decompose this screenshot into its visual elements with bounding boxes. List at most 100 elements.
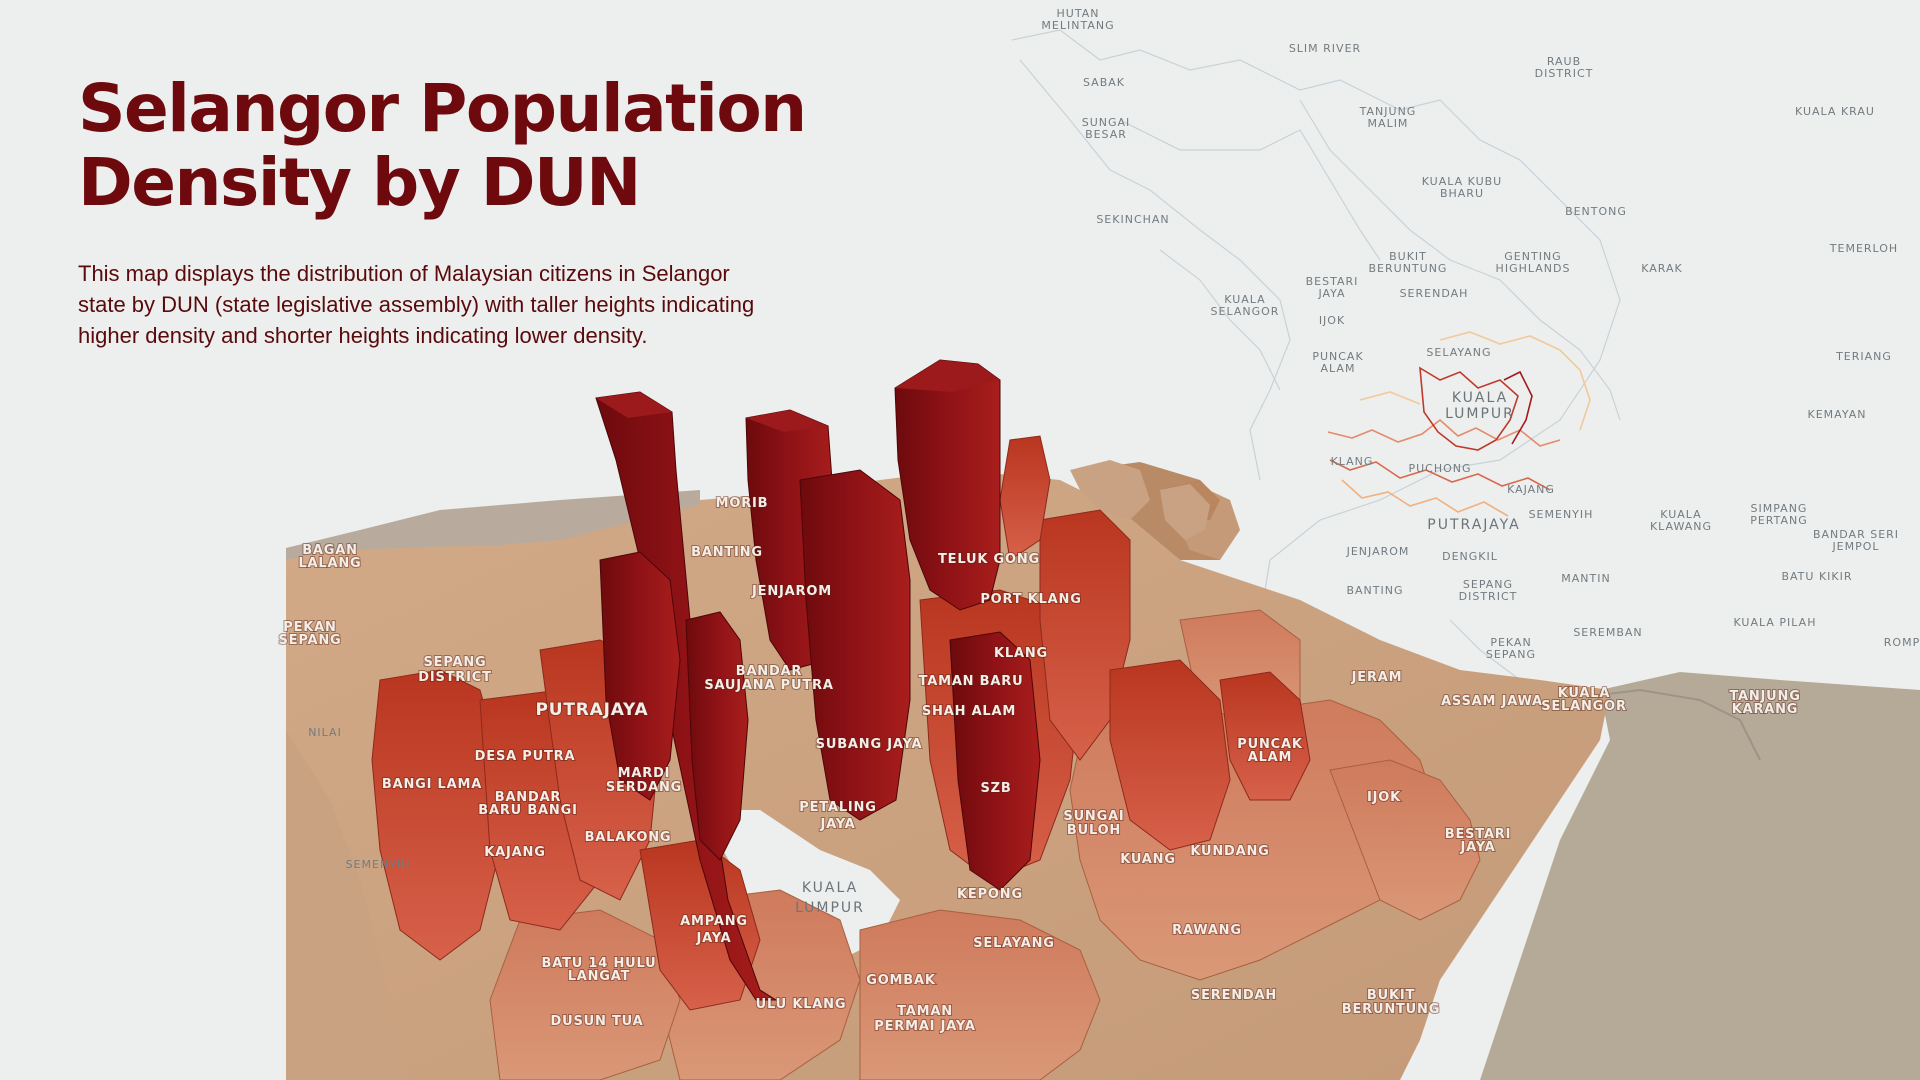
district-label: MARDI [618, 766, 671, 781]
background-place-label: SUNGAI [1082, 116, 1131, 129]
background-place-label: DENGKIL [1442, 550, 1498, 563]
background-city-label: PUTRAJAYA [1427, 517, 1520, 533]
district-label: DUSUN TUA [551, 1014, 644, 1029]
district-label: SERDANG [606, 780, 682, 795]
district-label: MORIB [716, 496, 769, 511]
background-place-label: PUCHONG [1408, 462, 1471, 475]
background-place-label: SEMENYIH [346, 858, 411, 871]
district-label: BALAKONG [585, 830, 672, 845]
background-place-label: BESAR [1085, 128, 1127, 141]
district-label: KUALA [1558, 686, 1610, 701]
background-place-label: KUALA KUBU [1422, 175, 1502, 188]
background-city-label: LUMPUR [795, 900, 865, 916]
background-place-label: KLAWANG [1650, 520, 1712, 533]
district-label: BULOH [1067, 823, 1121, 838]
background-place-label: TERIANG [1835, 350, 1892, 363]
background-place-label: PERTANG [1750, 514, 1808, 527]
district-label: GOMBAK [866, 973, 936, 988]
background-place-label: DISTRICT [1535, 67, 1594, 80]
district-label: DISTRICT [418, 670, 492, 685]
background-place-label: TEMERLOH [1829, 242, 1898, 255]
background-place-label: BATU KIKIR [1781, 570, 1852, 583]
background-place-label: BENTONG [1565, 205, 1627, 218]
district-label: JERAM [1351, 670, 1403, 685]
district-label: RAWANG [1172, 923, 1242, 938]
bar-top-faces [596, 360, 1000, 432]
background-place-label: BANDAR SERI [1813, 528, 1899, 541]
background-place-label: SABAK [1083, 76, 1125, 89]
district-label: BUKIT [1367, 988, 1415, 1003]
background-place-label: ALAM [1321, 362, 1356, 375]
district-label: SZB [980, 781, 1011, 796]
district-label: DESA PUTRA [475, 749, 576, 764]
background-place-label: BHARU [1440, 187, 1484, 200]
background-place-label: BANTING [1346, 584, 1403, 597]
background-city-label: LUMPUR [1445, 406, 1515, 422]
background-place-label: NILAI [308, 726, 342, 739]
background-place-label: SELAYANG [1426, 346, 1491, 359]
background-place-label: KUALA [1224, 293, 1265, 306]
district-label: SUBANG JAYA [816, 737, 923, 752]
district-label: PEKAN [283, 620, 336, 635]
background-place-label: PEKAN [1490, 636, 1531, 649]
district-label: KEPONG [957, 887, 1023, 902]
background-place-label: SEMENYIH [1529, 508, 1594, 521]
background-place-label: JAYA [1317, 287, 1345, 300]
district-label: KUNDANG [1190, 844, 1269, 859]
district-label: PETALING [799, 800, 876, 815]
district-label: JAYA [1459, 840, 1495, 855]
background-place-label: TANJUNG [1359, 105, 1417, 118]
district-label: KLANG [994, 646, 1048, 661]
district-label: BARU BANGI [478, 803, 577, 818]
district-label: LANGAT [568, 969, 631, 984]
district-label: SEPANG [279, 633, 342, 648]
district-label: BERUNTUNG [1342, 1002, 1440, 1017]
background-place-label: KLANG [1331, 455, 1374, 468]
district-label: SELANGOR [1541, 699, 1627, 714]
background-place-label: SEKINCHAN [1096, 213, 1169, 226]
background-place-label: MANTIN [1561, 572, 1610, 585]
background-place-label: SIMPANG [1751, 502, 1808, 515]
district-label: ASSAM JAWA [1441, 694, 1543, 709]
background-place-label: KARAK [1641, 262, 1682, 275]
district-label: BATU 14 HULU [542, 956, 657, 971]
background-place-label: KEMAYAN [1808, 408, 1867, 421]
background-place-label: KUALA KRAU [1795, 105, 1875, 118]
district-label: SAUJANA PUTRA [704, 678, 833, 693]
district-label: SELAYANG [973, 936, 1055, 951]
district-major-labels: PUTRAJAYA [534, 699, 648, 721]
background-place-label: SEPANG [1486, 648, 1536, 661]
background-basemap [1011, 29, 1621, 701]
background-place-label: JENJAROM [1346, 545, 1410, 558]
district-label: KUANG [1120, 852, 1176, 867]
background-place-label: BERUNTUNG [1369, 262, 1448, 275]
district-major-label: PUTRAJAYA [535, 700, 648, 720]
background-kl-outline [1327, 331, 1591, 517]
district-label: BANTING [691, 545, 763, 560]
district-label: TAMAN [897, 1004, 953, 1019]
background-place-label: KAJANG [1507, 483, 1555, 496]
background-place-label: IJOK [1319, 314, 1345, 327]
district-label: ALAM [1248, 750, 1293, 765]
background-place-label: SLIM RIVER [1289, 42, 1361, 55]
district-label: TANJUNG [1729, 689, 1800, 704]
district-label: SERENDAH [1191, 988, 1277, 1003]
district-label: BAGAN [302, 543, 358, 558]
district-label: TAMAN BARU [919, 674, 1024, 689]
background-place-label: MELINTANG [1041, 19, 1114, 32]
background-place-label: SELANGOR [1211, 305, 1280, 318]
high-density-districts [595, 359, 1041, 1001]
district-label: SEPANG [424, 655, 487, 670]
district-label: ULU KLANG [756, 997, 847, 1012]
background-place-label: BUKIT [1389, 250, 1427, 263]
district-label: PUNCAK [1237, 737, 1303, 752]
background-place-label: SERENDAH [1400, 287, 1469, 300]
district-label: BANDAR [736, 664, 803, 679]
background-place-label: KUALA PILAH [1734, 616, 1817, 629]
background-city-label: KUALA [802, 880, 858, 896]
district-label: TELUK GONG [938, 552, 1040, 567]
background-place-label: ROMP [1884, 636, 1920, 649]
